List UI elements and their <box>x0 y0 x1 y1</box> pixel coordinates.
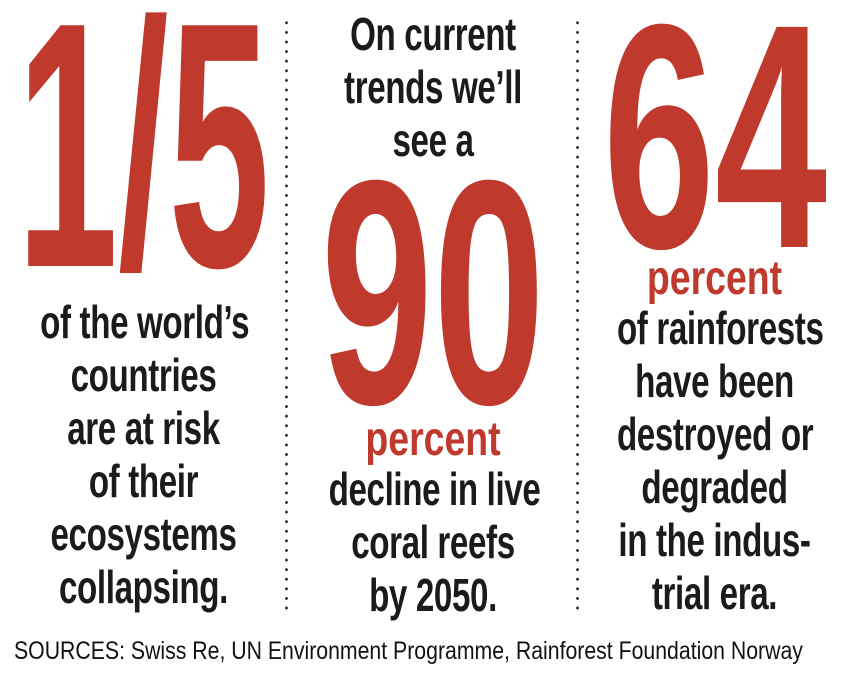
body-text-line: of the world’s <box>40 296 250 348</box>
body-text-line: of their <box>88 455 199 507</box>
stat-description: of the world’s countries are at risk of … <box>0 296 287 614</box>
stat-description: decline in live coral reefs by 2050. <box>288 463 578 622</box>
stat-column-rainforests: 64 percent of rainforests have been dest… <box>579 0 850 620</box>
body-text-line: countries <box>70 349 217 401</box>
body-text-line: have been <box>635 355 794 407</box>
dotted-divider-left <box>285 18 288 615</box>
body-text-line: trial era. <box>651 567 778 619</box>
body-text-line: in the indus- <box>618 514 811 566</box>
big-number-sixty-four: 64 <box>602 0 827 315</box>
body-text-line: ecosystems <box>50 508 237 560</box>
big-number-one-fifth: 1/5 <box>16 0 271 341</box>
stat-intro: On current trends we’ll see a <box>288 8 578 167</box>
body-text-line: degraded <box>641 461 788 513</box>
stat-column-countries: 1/5 of the world’s countries are at risk… <box>0 0 287 614</box>
body-text-line: coral reefs <box>351 516 515 568</box>
big-number-box: 64 <box>579 0 850 296</box>
stat-description: of rainforests have been destroyed or de… <box>579 302 850 620</box>
body-text-line: destroyed or <box>616 408 814 460</box>
body-text-line: decline in live <box>328 463 541 515</box>
body-text-line: of rainforests <box>616 302 824 354</box>
big-number-box: 1/5 <box>0 0 287 321</box>
big-number-box: 90 <box>288 132 578 452</box>
body-text-line: are at risk <box>67 402 220 454</box>
intro-text-line: trends we’ll <box>344 61 522 113</box>
big-number-ninety: 90 <box>320 113 546 471</box>
percent-label: percent <box>365 413 501 466</box>
dotted-divider-right <box>576 18 579 615</box>
sources-line: SOURCES: Swiss Re, UN Environment Progra… <box>14 637 803 665</box>
body-text-line: by 2050. <box>369 569 497 621</box>
intro-text-line: see a <box>392 114 474 166</box>
body-text-line: collapsing. <box>58 561 229 613</box>
intro-text-line: On current <box>350 8 516 60</box>
percent-label: percent <box>646 252 783 305</box>
stat-column-coral-reefs: On current trends we’ll see a 90 percent… <box>288 0 578 622</box>
